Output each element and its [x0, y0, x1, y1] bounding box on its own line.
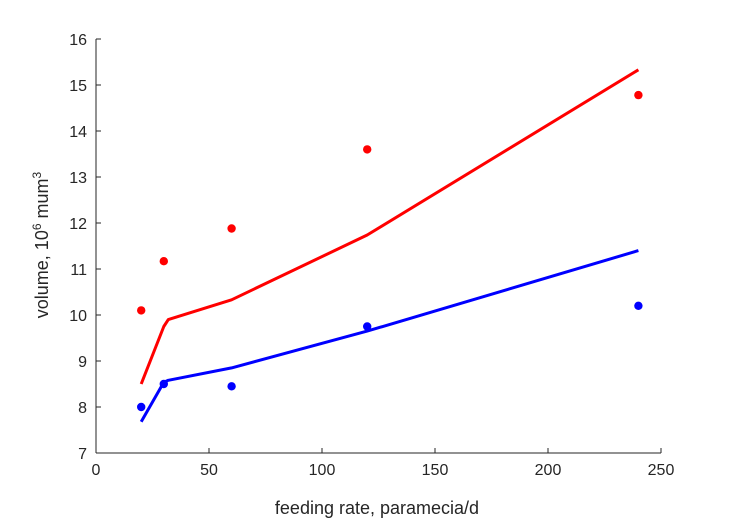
- series-layer: [137, 68, 643, 423]
- y-tick-label: 9: [78, 354, 87, 371]
- y-tick-label: 11: [70, 262, 87, 279]
- series-1-point: [137, 306, 146, 315]
- series-2-point: [363, 322, 372, 331]
- series-1-fit-line: [139, 68, 640, 385]
- series-1-point: [227, 224, 236, 233]
- x-tick-label: 150: [422, 462, 449, 479]
- y-tick-label: 13: [69, 170, 87, 187]
- y-axis-label: volume, 106 mum3: [30, 171, 52, 318]
- x-tick-label: 250: [648, 462, 675, 479]
- series-2-fit-line: [139, 249, 639, 423]
- y-axis-label-unit: mum: [32, 178, 52, 223]
- x-tick-label: 200: [535, 462, 562, 479]
- series-2-point: [159, 379, 168, 389]
- y-tick-label: 15: [69, 78, 87, 95]
- series-2-point: [634, 301, 643, 310]
- series-1-point: [159, 257, 168, 266]
- series-2-point: [137, 402, 146, 412]
- y-axis-label-unit-exponent: 3: [30, 171, 44, 178]
- y-tick-label: 12: [69, 216, 87, 233]
- y-tick-label: 16: [69, 32, 87, 49]
- axes: 0 50 100 150 200 250 7 8 9 10 11 12 13 14 15 16: [69, 32, 674, 479]
- y-axis-label-main: volume, 10: [32, 230, 52, 318]
- x-tick-label: 0: [92, 462, 101, 479]
- series-1-point: [634, 90, 643, 100]
- y-tick-label: 8: [78, 400, 87, 417]
- x-axis-label: feeding rate, paramecia/d: [275, 498, 479, 518]
- y-tick-label: 10: [69, 308, 87, 325]
- y-axis-label-exponent: 6: [30, 223, 44, 230]
- x-tick-label: 50: [200, 462, 218, 479]
- x-tick-label: 100: [309, 462, 336, 479]
- series-1-point: [363, 145, 372, 154]
- y-tick-label: 7: [78, 446, 87, 463]
- y-tick-label: 14: [69, 124, 87, 141]
- series-2-point: [227, 382, 236, 391]
